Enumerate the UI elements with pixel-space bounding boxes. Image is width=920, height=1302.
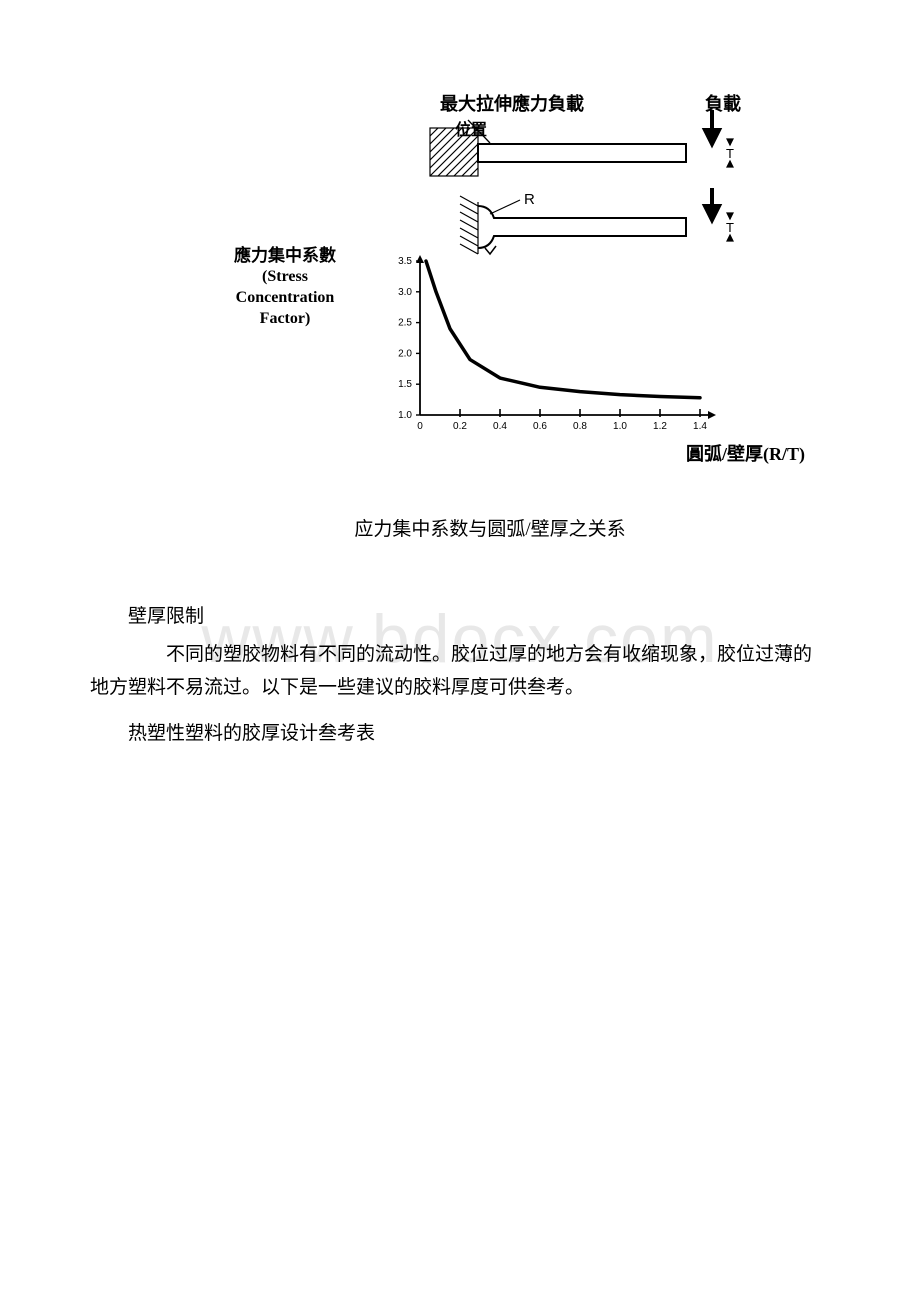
svg-text:2.0: 2.0 — [398, 348, 412, 359]
svg-text:0.6: 0.6 — [533, 421, 547, 432]
body-text: 壁厚限制 不同的塑胶物料有不同的流动性。胶位过厚的地方会有收缩现象，胶位过薄的地… — [90, 601, 830, 750]
para-flow-text: 不同的塑胶物料有不同的流动性。胶位过厚的地方会有收缩现象，胶位过薄的地方塑料不易… — [90, 644, 812, 697]
svg-text:0.4: 0.4 — [493, 421, 507, 432]
svg-text:3.0: 3.0 — [398, 287, 412, 298]
dim-T-top: T — [726, 146, 734, 161]
svg-text:3.5: 3.5 — [398, 256, 412, 267]
svg-text:1.5: 1.5 — [398, 379, 412, 390]
dim-T-bottom: T — [726, 220, 734, 235]
stress-concentration-figure: 最大拉伸應力負載 負載 位置 應力集中系數 (Stress Concentrat… — [220, 90, 820, 500]
heading-thermoplastic-table: 热塑性塑料的胶厚设计叁考表 — [90, 718, 830, 750]
stress-chart: 1.0 1.5 2.0 2.5 3.0 3.5 0 0.2 0.4 0.6 0.8 1.0 1.2 1.4 — [398, 255, 716, 432]
heading-wall-thickness-limit: 壁厚限制 — [90, 601, 830, 633]
label-R: R — [524, 191, 535, 208]
svg-text:0.2: 0.2 — [453, 421, 467, 432]
svg-text:0: 0 — [417, 421, 423, 432]
svg-text:0.8: 0.8 — [573, 421, 587, 432]
svg-text:1.4: 1.4 — [693, 421, 707, 432]
svg-text:1.0: 1.0 — [398, 410, 412, 421]
svg-text:2.5: 2.5 — [398, 318, 412, 329]
svg-text:1.2: 1.2 — [653, 421, 667, 432]
figure-svg: T — [220, 110, 820, 460]
svg-text:1.0: 1.0 — [613, 421, 627, 432]
figure-caption: 应力集中系数与圆弧/壁厚之关系 — [150, 514, 830, 541]
para-flow: 不同的塑胶物料有不同的流动性。胶位过厚的地方会有收缩现象，胶位过薄的地方塑料不易… — [90, 639, 830, 704]
